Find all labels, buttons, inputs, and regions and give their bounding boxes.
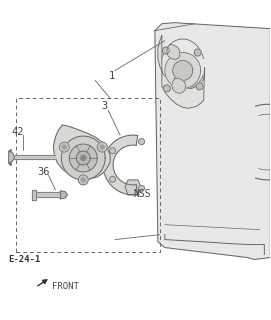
- Polygon shape: [173, 60, 193, 80]
- Circle shape: [138, 139, 144, 145]
- Text: FRONT: FRONT: [52, 282, 79, 291]
- Text: 3: 3: [101, 101, 107, 111]
- Circle shape: [163, 85, 170, 92]
- Polygon shape: [62, 136, 105, 180]
- Circle shape: [78, 175, 88, 185]
- Polygon shape: [31, 190, 36, 200]
- Polygon shape: [36, 192, 60, 197]
- Polygon shape: [165, 52, 201, 88]
- Circle shape: [81, 178, 85, 182]
- Polygon shape: [155, 23, 270, 260]
- Polygon shape: [125, 180, 141, 195]
- Text: E-24-1: E-24-1: [9, 255, 41, 264]
- Polygon shape: [60, 191, 67, 199]
- Polygon shape: [53, 125, 110, 179]
- Circle shape: [194, 49, 201, 56]
- Circle shape: [97, 142, 107, 152]
- Circle shape: [110, 176, 116, 182]
- Circle shape: [196, 83, 203, 90]
- Text: 1: 1: [109, 71, 115, 81]
- Polygon shape: [76, 151, 90, 165]
- Polygon shape: [103, 135, 138, 195]
- Text: 36: 36: [37, 167, 50, 177]
- Circle shape: [138, 185, 144, 191]
- Circle shape: [59, 142, 69, 152]
- Polygon shape: [81, 156, 86, 161]
- Polygon shape: [158, 36, 205, 108]
- Text: NSS: NSS: [133, 189, 151, 199]
- Polygon shape: [172, 78, 186, 93]
- Polygon shape: [167, 44, 180, 60]
- Circle shape: [162, 47, 169, 54]
- Polygon shape: [9, 155, 55, 159]
- Circle shape: [62, 145, 66, 149]
- Polygon shape: [69, 144, 97, 172]
- Circle shape: [110, 148, 116, 154]
- Text: 42: 42: [11, 127, 24, 137]
- Polygon shape: [9, 151, 15, 163]
- Circle shape: [100, 145, 104, 149]
